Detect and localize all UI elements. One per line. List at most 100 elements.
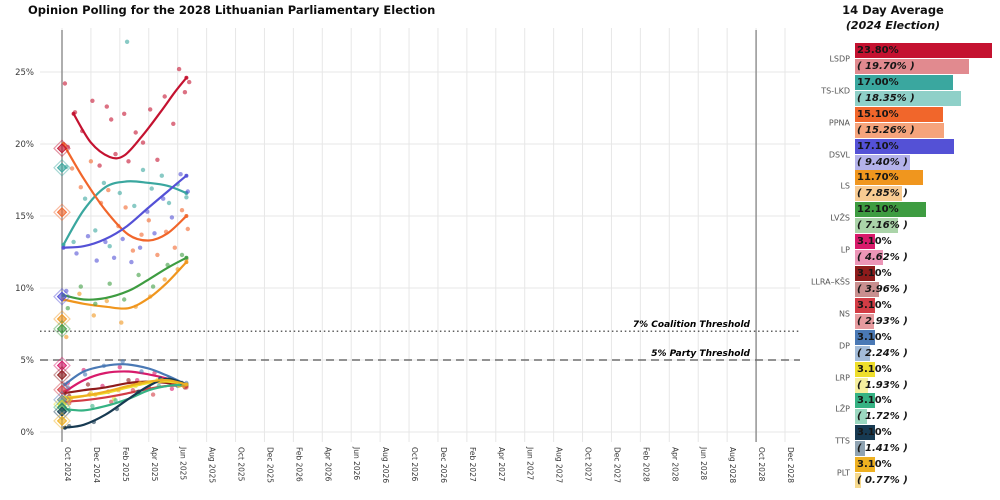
y-tick-label: 0% [21, 428, 35, 438]
poll-point [103, 239, 108, 245]
x-tick-label: Feb 2027 [468, 447, 477, 482]
poll-point [155, 157, 160, 162]
series-PPNA [61, 142, 190, 258]
x-tick-label: Dec 2026 [439, 447, 448, 483]
poll-point [122, 297, 127, 302]
x-tick-label: Jun 2027 [526, 446, 535, 480]
legend-party-label: LLRA–KŠS [810, 277, 850, 287]
legend-row: LLRA–KŠS 3.10%( 3.96% ) [795, 265, 1000, 298]
legend-row: LRP 3.10%( 1.93% ) [795, 361, 1000, 394]
avg-bar: 23.80% [855, 43, 992, 58]
y-tick-label: 25% [15, 68, 34, 78]
legend-party-label: DSVL [828, 150, 850, 160]
x-tick-label: Oct 2026 [410, 447, 419, 482]
x-tick-label: Jun 2026 [352, 446, 361, 480]
avg-bar: 3.10% [855, 425, 892, 441]
trend-line [63, 378, 188, 400]
poll-point [97, 163, 102, 168]
legend-subtitle: (2024 Election) [845, 19, 941, 32]
poll-point [162, 277, 167, 282]
poll-point [120, 236, 125, 242]
x-tick-label: Apr 2025 [150, 447, 159, 482]
poll-point [126, 378, 131, 383]
x-tick-label: Feb 2028 [641, 447, 650, 482]
poll-point [88, 159, 94, 164]
election-result-diamond-outline [53, 158, 71, 177]
x-tick-label: Apr 2027 [497, 447, 506, 482]
axis-labels: 0% 5% 10% 15% 20% 25% Oct 2024 Dec 2024 Feb 2025… [15, 68, 795, 483]
poll-point [133, 130, 138, 135]
poll-point [94, 258, 99, 263]
poll-point [106, 187, 111, 193]
poll-point [132, 203, 137, 209]
trend-line [62, 174, 188, 249]
x-tick-label: Jun 2025 [179, 446, 188, 480]
poll-point [91, 313, 97, 318]
legend-row: PPNA 15.10%( 15.26% ) [795, 106, 1000, 139]
poll-point [187, 79, 192, 85]
trend-endpoint [62, 382, 67, 387]
poll-point [124, 39, 130, 44]
election-result-diamond [56, 291, 68, 302]
party-threshold-label: 5% Party Threshold [651, 349, 750, 359]
legend-row: DSVL 17.10%( 9.40% ) [795, 138, 1000, 171]
election-bar: ( 0.77% ) [855, 473, 908, 489]
x-tick-label: Oct 2024 [63, 447, 72, 482]
legend-party-label: DP [839, 341, 850, 351]
legend-row: TS-LKD 17.00%( 18.35% ) [795, 74, 1000, 107]
poll-point [78, 185, 84, 190]
election-bar: ( 1.41% ) [855, 441, 908, 457]
election-result-diamond [56, 360, 68, 371]
poll-point [64, 288, 69, 294]
x-tick-label: Jun 2028 [699, 446, 708, 480]
poll-point [185, 189, 190, 194]
poll-point [146, 218, 151, 223]
election-result-diamond-outline [53, 203, 71, 222]
election-result-diamond-outline [53, 366, 71, 384]
poll-point [155, 252, 160, 258]
election-result-diamond [56, 415, 68, 427]
poll-point [129, 259, 134, 265]
poll-point [82, 372, 88, 377]
avg-bar: 15.10% [855, 106, 943, 122]
coalition-threshold-label: 7% Coalition Threshold [633, 320, 751, 330]
election-result-diamond [56, 384, 68, 396]
avg-bar: 3.10% [855, 234, 892, 250]
legend-row: TTS 3.10%( 1.41% ) [795, 425, 1000, 457]
x-tick-label: Feb 2025 [121, 447, 130, 482]
trend-endpoint [184, 214, 189, 218]
poll-point [104, 104, 110, 109]
trend-endpoint [184, 173, 189, 178]
poll-point [176, 66, 182, 72]
election-result-diamond-outline [53, 412, 71, 430]
trend-line [63, 363, 188, 386]
avg-bar: 3.10% [855, 457, 892, 473]
gridlines [40, 28, 800, 442]
poll-point [82, 196, 88, 201]
trend-endpoint [184, 255, 189, 260]
poll-point [126, 159, 131, 164]
poll-point [93, 301, 98, 306]
poll-point [150, 392, 156, 397]
poll-point [113, 151, 118, 157]
poll-point [111, 255, 117, 260]
election-bar: ( 18.35% ) [855, 90, 962, 106]
trend-line [63, 380, 188, 395]
election-bar: ( 2.93% ) [855, 313, 908, 329]
y-tick-label: 5% [21, 356, 35, 366]
avg-bar: 3.10% [855, 297, 892, 313]
legend-row: PLT 3.10%( 0.77% ) [795, 457, 1000, 489]
legend-party-label: LVŽS [830, 213, 850, 223]
legend-row: LŽP 3.10%( 1.72% ) [795, 393, 1000, 425]
y-tick-label: 20% [15, 140, 34, 150]
threshold-lines: 7% Coalition Threshold 5% Party Threshold [40, 320, 800, 361]
election-result-diamond [56, 143, 68, 154]
legend-party-label: TTS [835, 436, 850, 446]
election-result-diamond [56, 323, 68, 335]
x-tick-label: Apr 2026 [323, 447, 332, 482]
x-tick-label: Aug 2028 [728, 447, 737, 483]
election-bar: ( 7.16% ) [855, 218, 908, 234]
legend-party-label: LSDP [829, 54, 850, 64]
poll-point [93, 228, 98, 233]
poll-point [101, 180, 107, 186]
